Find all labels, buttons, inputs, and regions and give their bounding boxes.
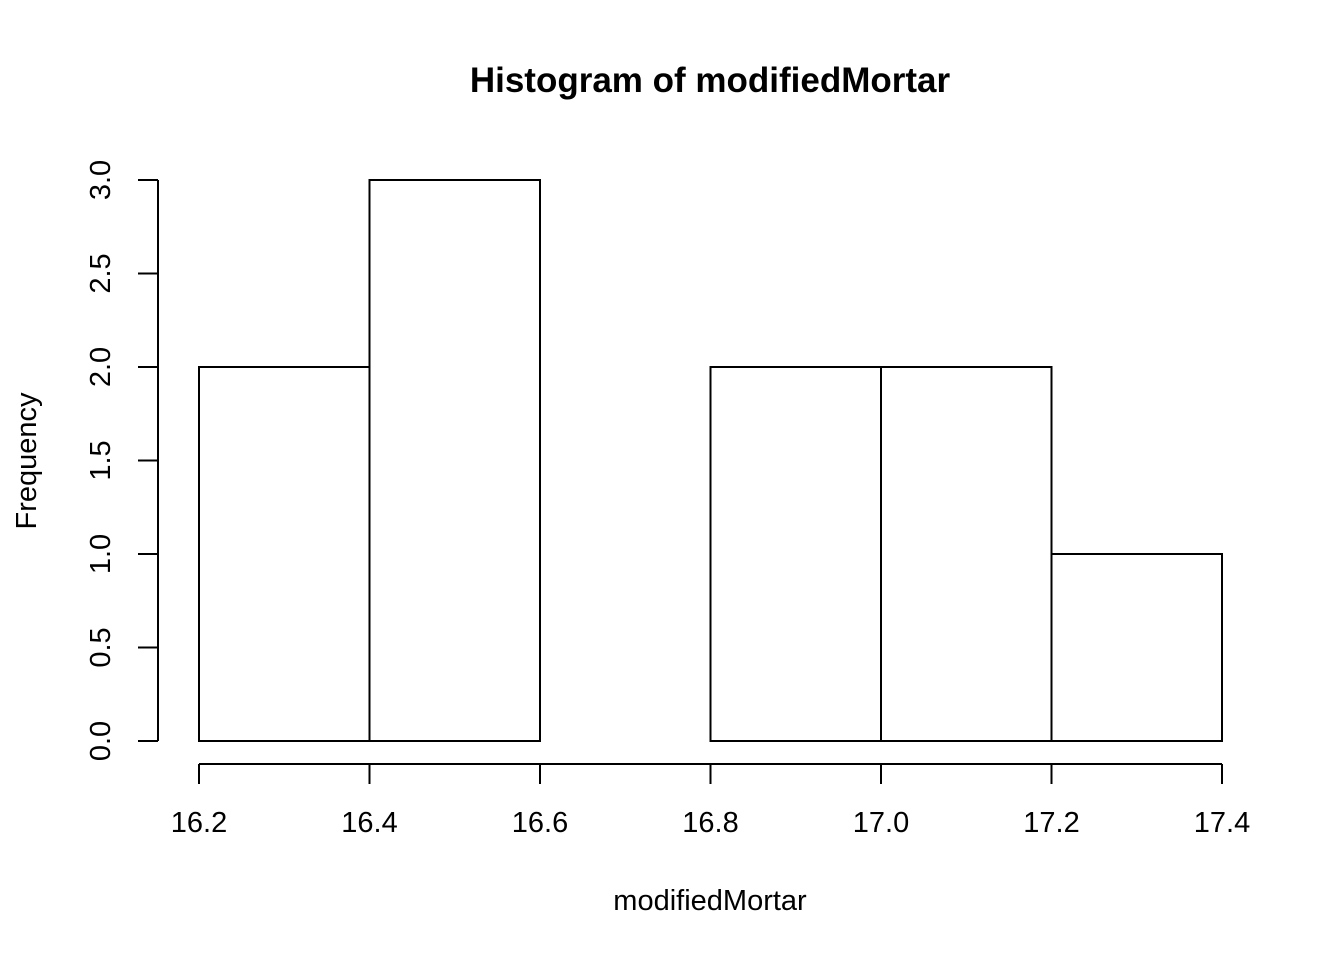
- y-tick-label: 1.0: [85, 534, 117, 574]
- histogram-bar-5: [880, 366, 1053, 742]
- y-tick-label: 2.0: [85, 347, 117, 387]
- x-tick-label: 16.8: [682, 807, 738, 839]
- histogram-bar-2: [368, 179, 541, 742]
- y-tick-label: 0.0: [85, 721, 117, 761]
- bars: [198, 179, 1223, 742]
- x-axis-label: modifiedMortar: [613, 885, 807, 917]
- y-tick-label: 0.5: [85, 627, 117, 667]
- x-tick-label: 16.2: [171, 807, 227, 839]
- y-axis-label: Frequency: [11, 392, 43, 530]
- histogram-bar-6: [1050, 553, 1223, 742]
- x-tick-label: 17.4: [1194, 807, 1250, 839]
- x-axis: 16.2 16.4 16.6 16.8 17.0 17.2 17.4: [171, 763, 1250, 839]
- x-tick-label: 16.6: [512, 807, 568, 839]
- y-tick-label: 1.5: [85, 440, 117, 480]
- histogram-bar-1: [198, 366, 371, 742]
- y-tick-label: 2.5: [85, 253, 117, 293]
- x-tick-label: 17.2: [1023, 807, 1079, 839]
- histogram-bar-4: [709, 366, 882, 742]
- chart-title: Histogram of modifiedMortar: [470, 61, 951, 100]
- y-tick-label: 3.0: [85, 160, 117, 200]
- y-axis: 0.0 0.5 1.0 1.5 2.0 2.5 3.0: [85, 160, 159, 761]
- x-tick-label: 16.4: [341, 807, 397, 839]
- x-tick-label: 17.0: [853, 807, 909, 839]
